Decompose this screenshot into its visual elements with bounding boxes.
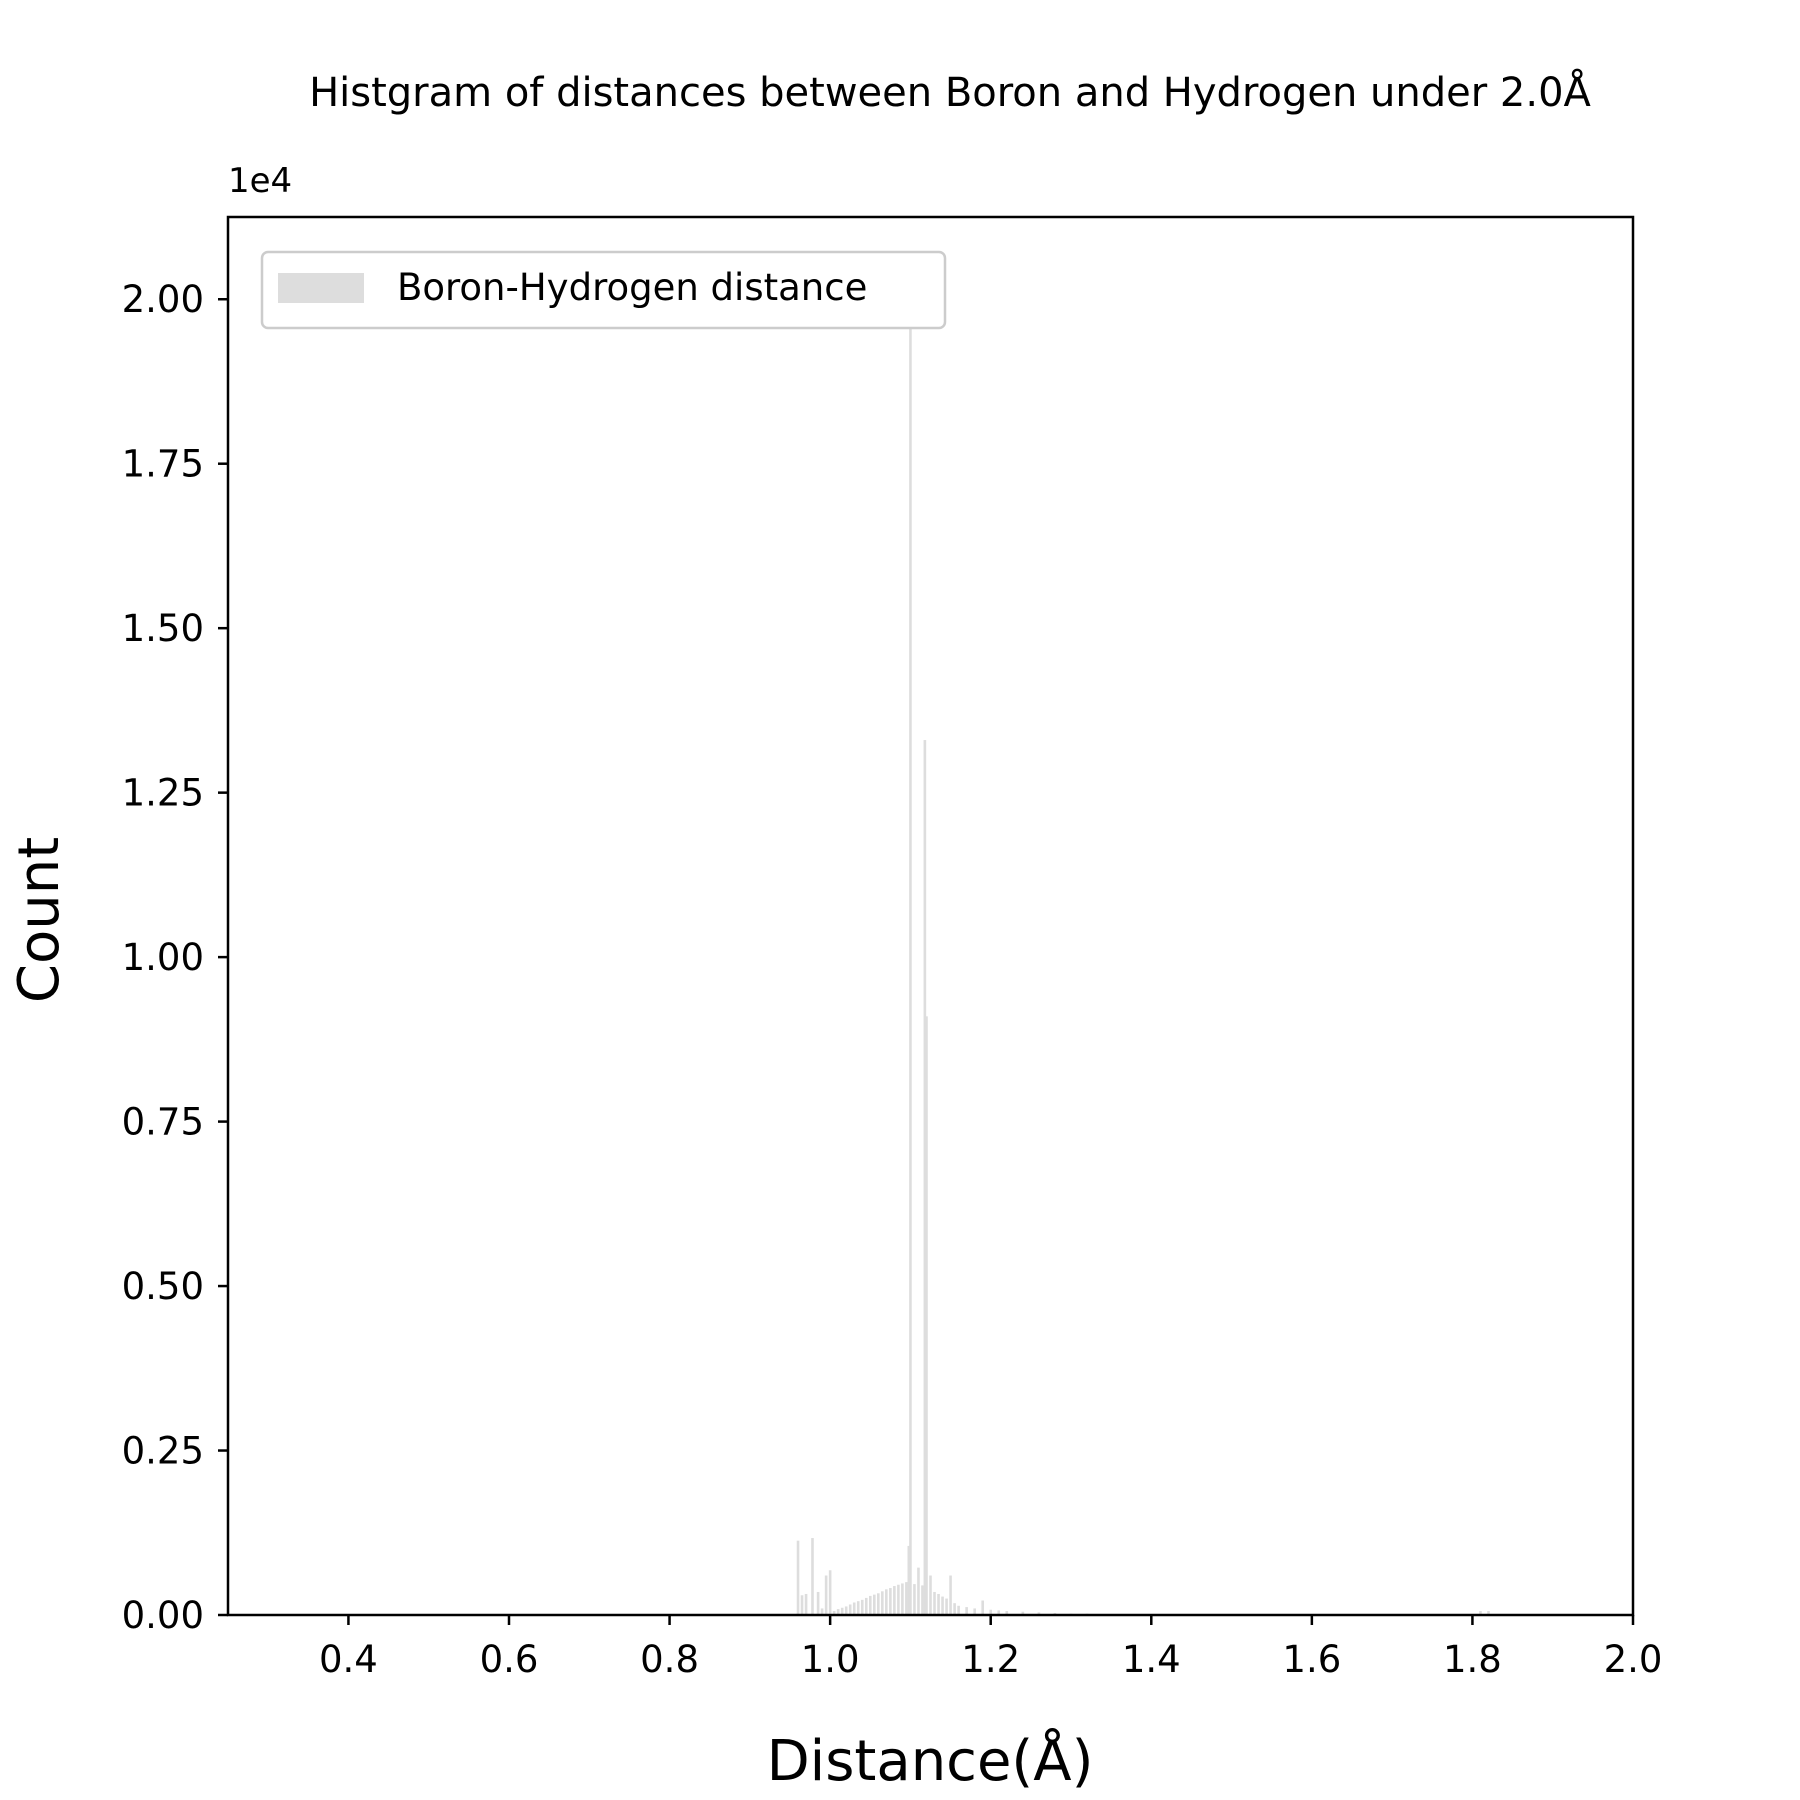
histogram-bar [957, 1605, 960, 1615]
histogram-bar [816, 1591, 820, 1615]
histogram-bar [889, 1588, 892, 1615]
histogram-bar [949, 1575, 952, 1615]
histogram-bar [824, 1575, 828, 1615]
histogram-bar [844, 1606, 848, 1615]
histogram-bar [923, 740, 927, 1615]
histogram-bar [917, 1567, 920, 1615]
y-tick-label: 1.00 [122, 936, 204, 979]
histogram-bar [921, 1585, 924, 1615]
histogram-bar [901, 1583, 904, 1615]
histogram-bar [989, 1609, 993, 1615]
histogram-bar [873, 1594, 876, 1615]
y-tick-label: 1.50 [122, 607, 204, 650]
histogram-bar [832, 1611, 836, 1615]
histogram-bar [836, 1609, 840, 1615]
y-axis-label: Count [7, 837, 72, 1003]
histogram-bar [965, 1607, 968, 1615]
chart-title: Histgram of distances between Boron and … [309, 68, 1591, 116]
x-tick-label: 0.6 [480, 1638, 539, 1681]
x-axis-ticks: 0.4 0.6 0.8 1.0 1.2 1.4 1.6 1.8 2.0 [319, 1615, 1662, 1681]
x-tick-label: 1.6 [1282, 1638, 1341, 1681]
legend-label: Boron-Hydrogen distance [397, 266, 867, 309]
histogram-bar [893, 1586, 896, 1615]
x-tick-label: 1.0 [801, 1638, 860, 1681]
histogram-bars [796, 305, 1490, 1615]
y-axis-ticks: 0.00 0.25 0.50 0.75 1.00 1.25 1.50 1.75 2.00 [122, 278, 228, 1637]
legend-frame [260, 250, 947, 330]
histogram-bar [820, 1608, 824, 1615]
x-tick-label: 1.8 [1443, 1638, 1502, 1681]
y-tick-label: 1.75 [122, 443, 204, 486]
histogram-bar [913, 1584, 916, 1615]
histogram-bar [796, 1540, 800, 1615]
histogram-bar [877, 1593, 880, 1615]
histogram-bar [929, 1575, 932, 1615]
x-tick-label: 0.8 [640, 1638, 699, 1681]
histogram-bar [800, 1595, 804, 1615]
histogram-bar [945, 1598, 948, 1615]
histogram-bar [933, 1591, 936, 1615]
histogram-bar [804, 1593, 808, 1615]
histogram-bar [909, 305, 912, 1615]
histogram-bar [864, 1597, 868, 1615]
histogram-bar [852, 1602, 856, 1615]
histogram-bar [1037, 1612, 1041, 1615]
y-tick-label: 1.25 [122, 772, 204, 815]
histogram-bar [937, 1593, 940, 1615]
plot-area-frame [226, 215, 1635, 1617]
histogram-bar [856, 1601, 860, 1615]
y-tick-label: 0.00 [122, 1594, 204, 1637]
histogram-bar [997, 1610, 1001, 1615]
y-tick-label: 0.50 [122, 1265, 204, 1308]
histogram-bar [885, 1589, 888, 1615]
histogram-bar [1005, 1611, 1009, 1615]
y-tick-label: 0.75 [122, 1101, 204, 1144]
x-tick-label: 2.0 [1604, 1638, 1663, 1681]
legend: Boron-Hydrogen distance [260, 250, 947, 330]
legend-swatch [278, 273, 364, 303]
histogram-bar [907, 1545, 911, 1615]
histogram-bar [925, 1016, 928, 1615]
x-tick-label: 1.2 [961, 1638, 1020, 1681]
histogram-bar [860, 1599, 864, 1615]
histogram-bar [868, 1595, 872, 1615]
histogram-bar [1479, 1611, 1482, 1615]
histogram-bar [973, 1608, 976, 1615]
histogram-bar [1487, 1611, 1490, 1615]
x-tick-label: 0.4 [319, 1638, 378, 1681]
histogram-bar [811, 1538, 814, 1615]
histogram-bar [881, 1591, 884, 1615]
histogram-bar [981, 1600, 984, 1615]
x-tick-label: 1.4 [1122, 1638, 1181, 1681]
histogram-bar [953, 1603, 956, 1615]
histogram-bar [897, 1584, 900, 1615]
x-axis-label: Distance(Å) [767, 1728, 1094, 1794]
histogram-bar [941, 1596, 944, 1615]
histogram-bar [848, 1604, 852, 1615]
histogram-bar [905, 1582, 908, 1615]
histogram-bar [840, 1607, 844, 1615]
y-axis-scale-label: 1e4 [228, 161, 292, 201]
histogram-bar [828, 1570, 832, 1615]
y-tick-label: 0.25 [122, 1430, 204, 1473]
y-tick-label: 2.00 [122, 278, 204, 321]
histogram-bar [1021, 1611, 1025, 1615]
